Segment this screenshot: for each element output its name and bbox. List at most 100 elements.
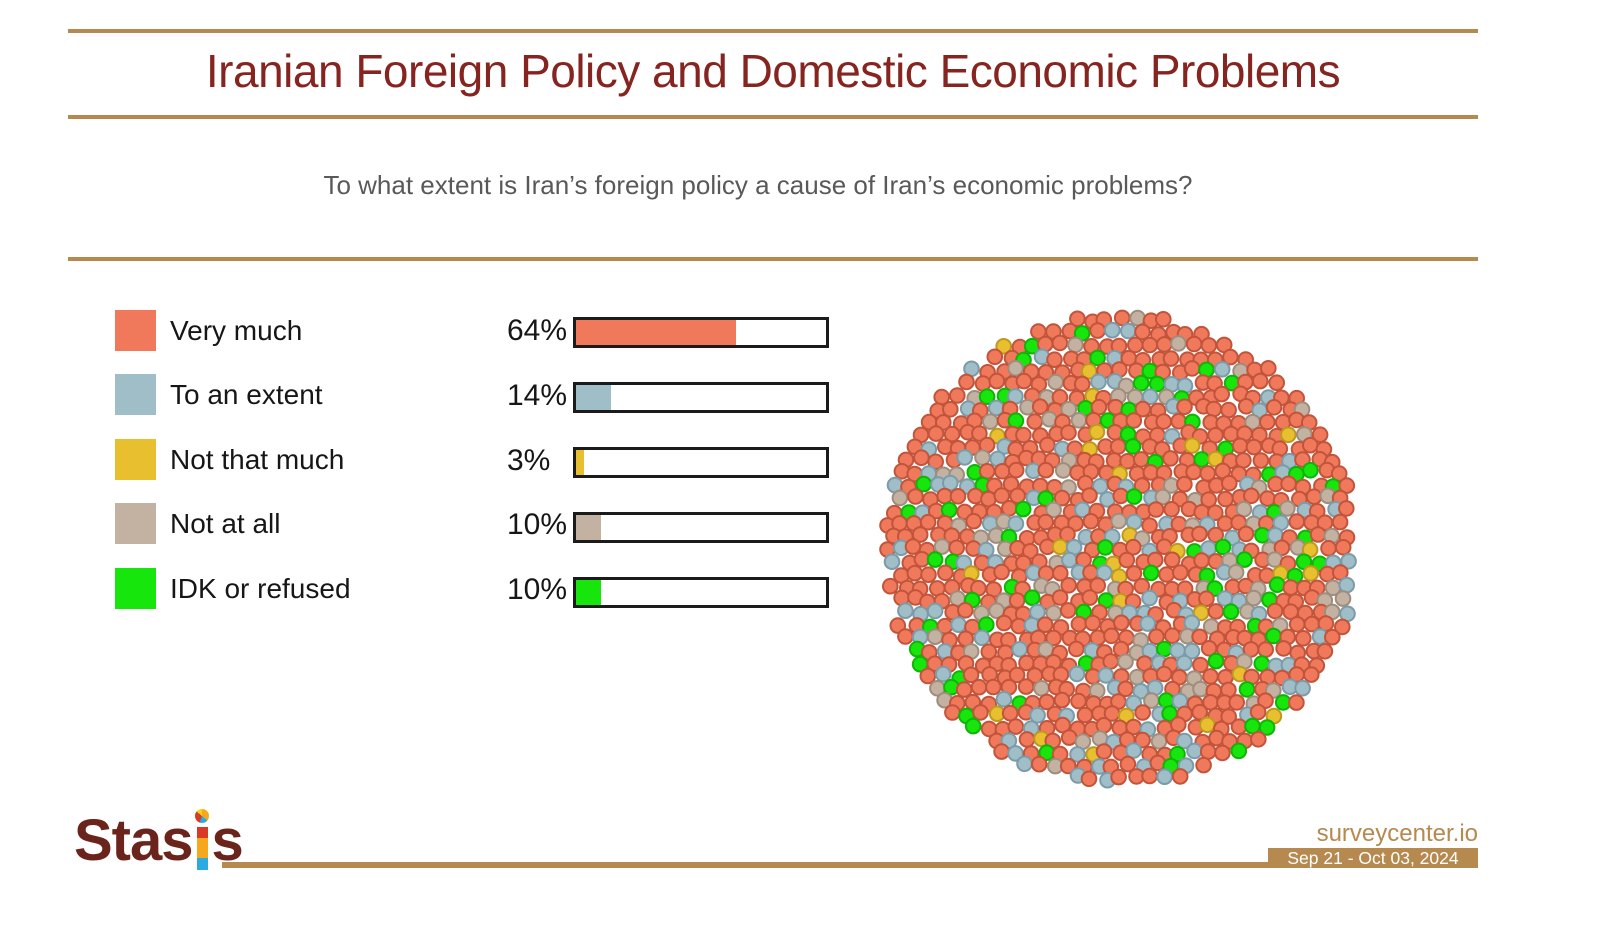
respondent-dot [1023,589,1041,607]
respondent-dot [1176,475,1193,493]
respondent-dot [944,704,961,721]
respondent-dot [962,666,980,684]
source-link[interactable]: surveycenter.io [1316,820,1478,847]
respondent-dot [1172,564,1189,581]
bar-very-much [573,317,829,348]
respondent-dot [1095,743,1113,760]
respondent-dot [943,425,961,443]
respondent-dot [1288,513,1306,530]
respondent-dot [1141,767,1158,785]
legend-item: To an extent [115,374,323,415]
respondent-dot [1191,628,1208,646]
bar-not-that-much [573,447,829,478]
respondent-dot [1054,462,1072,479]
respondent-dot [911,526,929,543]
respondent-dot [1060,424,1077,441]
logo-text: Sta [74,808,162,873]
respondent-dot [1334,590,1352,607]
respondent-dot [904,538,922,555]
respondent-dot [1110,768,1127,786]
respondent-dot [1309,526,1327,543]
respondent-dot [1047,373,1064,391]
respondent-dot [1338,576,1356,594]
legend-swatch-not-at-all [115,503,156,544]
bar-idk-or-refused [573,577,829,608]
respondent-dot [958,373,975,391]
respondent-dot [1033,680,1050,697]
respondent-dot [1199,716,1216,734]
respondent-dot [1051,334,1069,352]
page-title: Iranian Foreign Policy and Domestic Econ… [205,45,1341,97]
respondent-dot [881,577,899,595]
respondent-dot [1125,412,1143,429]
respondent-dot [995,338,1012,355]
respondent-dot [1007,745,1024,762]
respondent-dot [980,643,998,661]
survey-question: To what extent is Iran’s foreign policy … [323,170,1193,200]
respondent-dot [1134,731,1151,749]
respondent-dot [1156,768,1173,786]
respondent-dot [1207,603,1225,620]
respondent-dot [1245,438,1263,456]
respondent-dot [1237,398,1255,415]
respondent-dot [1193,552,1210,569]
logo-text: s [161,808,193,873]
respondent-dot [1192,656,1209,674]
respondent-dot [957,602,974,619]
respondent-dot [1070,692,1087,710]
respondent-dot [1198,590,1215,608]
respondent-dot [1052,564,1069,582]
respondent-dot [1199,743,1217,760]
value-label: 10% [507,508,568,541]
respondent-dot [1200,337,1218,354]
respondent-dot [1051,538,1069,556]
respondent-dot [1081,589,1099,606]
respondent-dot [1011,641,1028,658]
respondent-dot [1117,653,1134,671]
respondent-dot [1183,642,1201,660]
respondent-dot [1125,565,1143,582]
respondent-dot [1268,576,1286,594]
respondent-dot [1119,322,1137,340]
respondent-dot [1280,475,1297,493]
respondent-dot [1252,452,1270,469]
respondent-dot [1141,517,1158,534]
respondent-dot [1007,461,1025,479]
respondent-dot [1186,742,1203,760]
respondent-dot [1338,477,1356,494]
respondent-dot [1280,426,1297,444]
respondent-dot [942,401,959,418]
respondent-dot [1228,694,1246,711]
respondent-dot [1007,360,1024,377]
respondent-dot [1279,500,1296,517]
stasis-logo: Sta s s [74,800,244,873]
respondent-dot [1008,666,1026,684]
respondent-dot [1155,665,1173,683]
respondent-dot [1132,451,1150,468]
respondent-dot [1051,589,1069,606]
respondent-dot [1134,323,1151,341]
legend-swatch-to-an-extent [115,374,156,415]
legend-item: Not that much [115,439,344,480]
bar-to-an-extent [573,382,829,413]
respondent-dot [1158,566,1175,583]
respondent-dot [1125,742,1143,759]
respondent-dot [1332,564,1349,581]
value-label: 14% [507,379,568,412]
respondent-dot [1110,512,1127,530]
respondent-dot [995,614,1013,632]
respondent-dot [1205,400,1223,418]
respondent-dot [1053,691,1071,709]
respondent-dot [1207,504,1224,521]
logo-letter-i [195,809,210,870]
respondent-dot [1237,525,1255,543]
respondent-dot [1273,539,1291,557]
respondent-dot [1060,577,1077,594]
respondent-dot [897,628,914,645]
respondent-dot [1305,488,1323,505]
respondent-dot [913,449,930,466]
respondent-dot [1150,733,1168,750]
respondent-dot [1068,665,1086,683]
bar-fill [576,320,736,345]
respondent-dot [1200,491,1218,508]
